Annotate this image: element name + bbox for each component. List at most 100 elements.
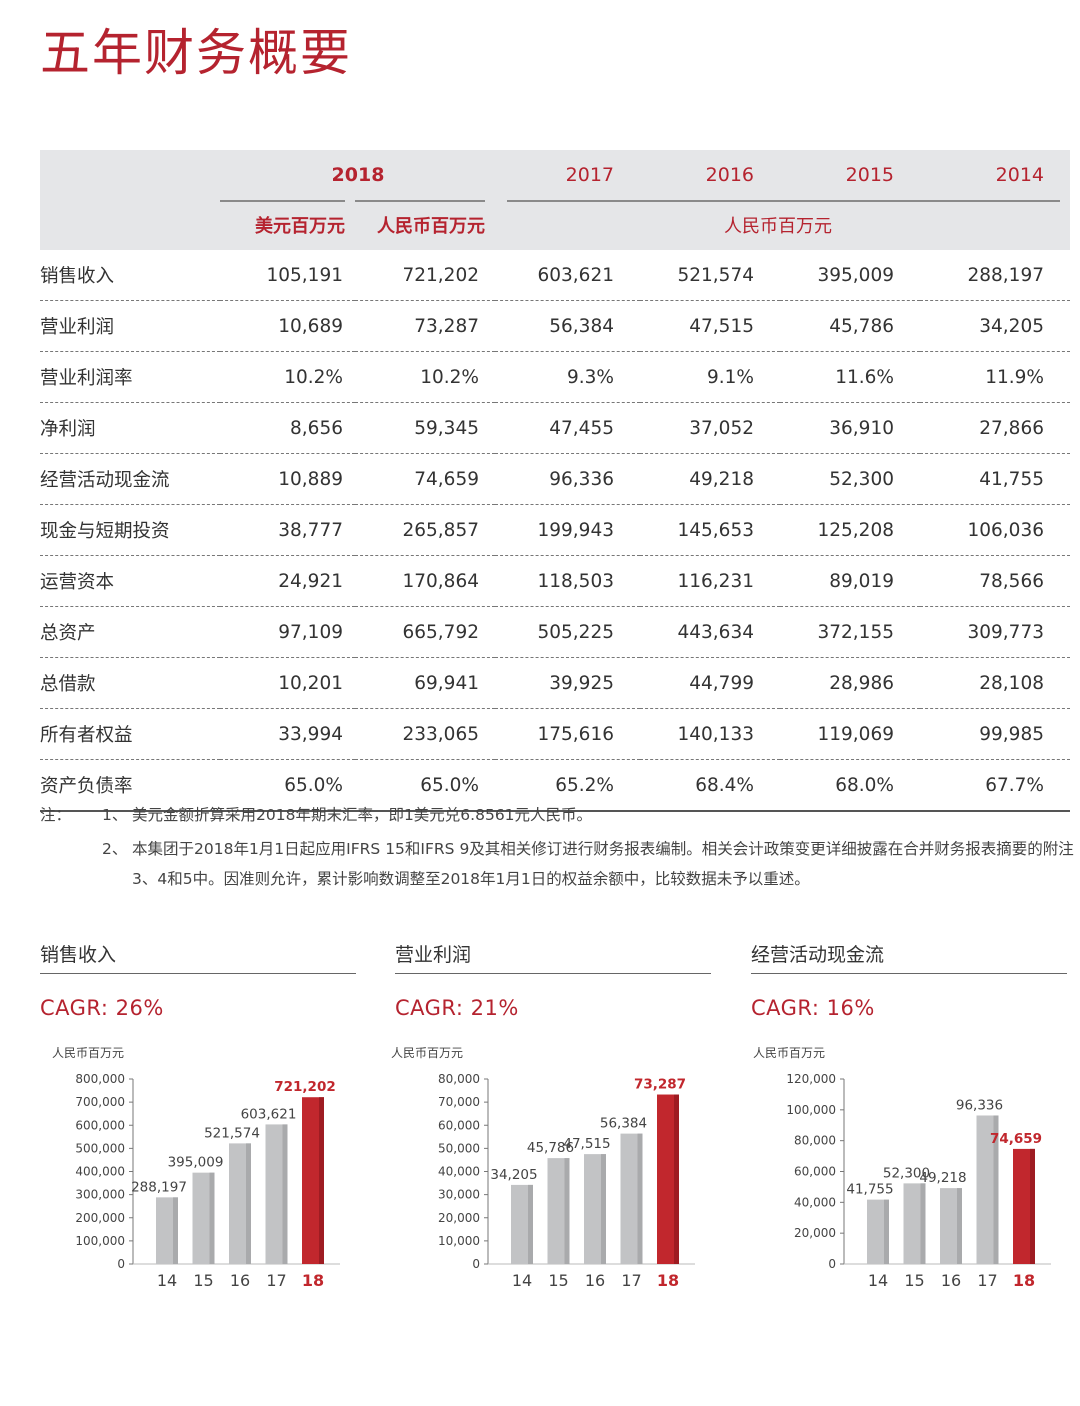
table-cell: 68.0% [780,759,920,812]
x-tick-label: 17 [621,1271,641,1290]
row-label: 所有者权益 [40,708,220,760]
table-cell: 36,910 [780,402,920,454]
table-row: 总资产 97,109 665,792 505,225 443,634 372,155 309… [40,606,1070,658]
chart-unit-label: 人民币百万元 [753,1046,826,1060]
operating-cashflow-bar-chart: 0 20,000 40,000 60,000 80,000 100,000 120,000 4… [786,1072,1051,1290]
x-tick-label: 14 [868,1271,888,1290]
y-tick-label: 0 [117,1257,125,1271]
x-tick-label: 14 [157,1271,177,1290]
y-tick-label: 200,000 [75,1211,125,1225]
bar-shade [209,1172,215,1264]
bar-shade [1030,1148,1035,1264]
table-cell: 56,384 [495,300,640,352]
table-cell: 145,653 [640,504,780,556]
x-tick-label: 16 [941,1271,961,1290]
bar [192,1172,215,1264]
y-tick-label: 120,000 [786,1072,836,1086]
year-2015: 2015 [780,150,920,200]
table-cell: 27,866 [920,402,1070,454]
table-row: 资产负债率 65.0% 65.0% 65.2% 68.4% 68.0% 67.7% [40,759,1070,812]
table-row: 运营资本 24,921 170,864 118,503 116,231 89,019 78,… [40,555,1070,607]
bar-value-label: 521,574 [204,1125,260,1141]
bar-value-label: 74,659 [990,1131,1042,1147]
table-row: 营业利润 10,689 73,287 56,384 47,515 45,786 34,205 [40,300,1070,352]
table-cell: 125,208 [780,504,920,556]
bar [657,1094,679,1264]
y-tick-label: 60,000 [794,1165,836,1179]
y-tick-label: 300,000 [75,1188,125,1202]
bar-value-label: 49,218 [919,1170,966,1186]
table-cell: 47,515 [640,300,780,352]
table-cell: 49,218 [640,453,780,505]
y-tick-label: 20,000 [794,1226,836,1240]
year-2014: 2014 [920,150,1070,200]
table-cell: 44,799 [640,657,780,709]
table-cell: 41,755 [920,453,1070,505]
y-tick-label: 400,000 [75,1165,125,1179]
revenue-bar-chart: 0 100,000 200,000 300,000 400,000 500,000 600,… [75,1072,340,1290]
table-cell: 118,503 [495,555,640,607]
bar-value-label: 603,621 [241,1106,297,1122]
table-cell: 116,231 [640,555,780,607]
table-cell: 89,019 [780,555,920,607]
notes: 注： 1、 美元金额折算采用2018年期末汇率，即1美元兑6.8561元人民币。… [40,800,1075,894]
row-label: 运营资本 [40,555,220,607]
y-tick-label: 20,000 [438,1211,480,1225]
y-tick-label: 80,000 [438,1072,480,1086]
bar-value-label: 41,755 [846,1182,893,1198]
row-label: 总资产 [40,606,220,658]
bar-shade [993,1115,999,1264]
bar-value-label: 721,202 [274,1079,336,1095]
chart-operating-cashflow: 经营活动现金流 CAGR: 16% 人民币百万元 0 20,000 40,000 60… [751,940,1067,1360]
bar-value-label: 73,287 [634,1077,686,1093]
table-cell: 11.6% [780,351,920,403]
bar-value-label: 56,384 [600,1116,647,1132]
bar-value-label: 45,786 [527,1140,574,1156]
bar-shade [674,1094,679,1264]
y-tick-label: 80,000 [794,1134,836,1148]
table-cell: 603,621 [495,250,640,301]
table-cell: 372,155 [780,606,920,658]
table-cell: 65.2% [495,759,640,812]
table-cell: 106,036 [920,504,1070,556]
table-cell: 119,069 [780,708,920,760]
year-2018: 2018 [220,150,495,200]
bar [940,1188,962,1264]
bar-value-label: 47,515 [563,1136,610,1152]
table-cell: 97,109 [220,606,355,658]
y-tick-label: 40,000 [794,1195,836,1209]
y-tick-label: 0 [828,1257,836,1271]
chart-unit-label: 人民币百万元 [391,1046,464,1060]
page-title: 五年财务概要 [40,24,352,82]
x-tick-label: 17 [977,1271,997,1290]
row-label: 营业利润 [40,300,220,352]
bar-shade [528,1184,533,1264]
x-tick-label: 18 [657,1271,679,1290]
bar [976,1115,999,1264]
table-cell: 73,287 [355,300,495,352]
table-cell: 265,857 [355,504,495,556]
table-cell: 37,052 [640,402,780,454]
table-cell: 38,777 [220,504,355,556]
table-cell: 11.9% [920,351,1070,403]
table-cell: 74,659 [355,453,495,505]
bar-shade [173,1197,178,1264]
bar [547,1158,570,1264]
table-row: 所有者权益 33,994 233,065 175,616 140,133 119,069 9… [40,708,1070,760]
table-cell: 9.3% [495,351,640,403]
y-tick-label: 0 [472,1257,480,1271]
table-cell: 78,566 [920,555,1070,607]
operating-profit-bar-chart: 0 10,000 20,000 30,000 40,000 50,000 60,000 70,… [438,1072,695,1290]
y-tick-label: 40,000 [438,1165,480,1179]
note-item: 2、 本集团于2018年1月1日起应用IFRS 15和IFRS 9及其相关修订进… [40,834,1075,894]
bar [156,1197,178,1264]
table-cell: 443,634 [640,606,780,658]
y-tick-label: 10,000 [438,1234,480,1248]
bar-shade [884,1199,889,1264]
bar [511,1184,533,1264]
header-rule [355,200,485,202]
table-cell: 233,065 [355,708,495,760]
bar [229,1143,251,1264]
table-row: 经营活动现金流 10,889 74,659 96,336 49,218 52,300 41,… [40,453,1070,505]
table-cell: 52,300 [780,453,920,505]
